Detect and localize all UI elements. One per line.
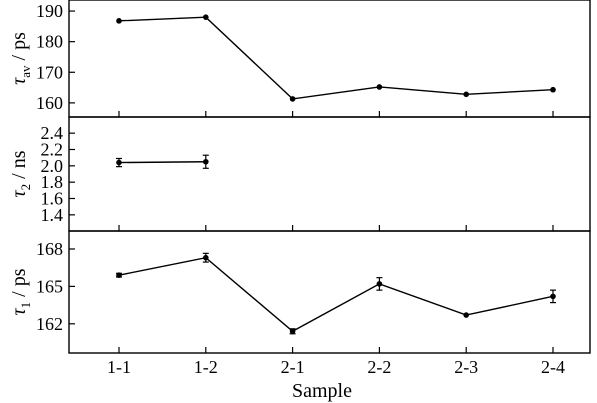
x-tick-label: 1-2 — [194, 357, 218, 377]
panel-frame — [68, 116, 591, 232]
y-tick-label: 1.4 — [41, 205, 64, 225]
y-tick-label: 2.2 — [41, 140, 64, 160]
data-point — [550, 86, 556, 93]
data-point — [203, 14, 209, 20]
x-axis: 1-1 1-2 2-1 2-2 2-3 2-4 — [107, 357, 565, 377]
y-tick-label: 162 — [36, 314, 63, 334]
x-axis-label: Sample — [292, 380, 352, 402]
series-line — [118, 16, 554, 100]
panel-frame — [68, 0, 591, 118]
y-tick-label: 165 — [36, 276, 63, 296]
y-tick-label: 168 — [36, 239, 63, 259]
data-point — [376, 281, 383, 287]
series-line — [118, 161, 206, 164]
y-tick-label: 160 — [36, 93, 63, 113]
data-point — [203, 158, 209, 165]
data-point — [463, 91, 470, 98]
y-tick-label: 1.6 — [41, 189, 64, 209]
data-point — [376, 84, 383, 90]
y-tick-label: 1.8 — [41, 172, 64, 192]
data-point — [203, 254, 209, 261]
data-point — [116, 272, 122, 278]
panel-frame — [68, 230, 591, 354]
y-axis-label: τav / ps — [8, 32, 33, 85]
data-point — [116, 18, 122, 24]
y-tick-label: 2.4 — [41, 123, 64, 143]
data-point — [116, 159, 122, 166]
y-tick-label: 190 — [36, 1, 63, 21]
x-tick-label: 2-4 — [541, 357, 565, 377]
y-tick-label: 2.0 — [41, 156, 64, 176]
data-point — [289, 96, 296, 102]
x-tick-label: 2-1 — [281, 357, 305, 377]
data-point — [463, 312, 470, 318]
x-tick-label: 2-3 — [454, 357, 478, 377]
panel-tau-2: 1.41.61.82.02.22.4 τ2 / ns — [8, 116, 591, 232]
y-axis-label: τ1 / ps — [8, 268, 33, 315]
data-point — [289, 328, 296, 335]
y-tick-label: 170 — [36, 62, 63, 82]
series-line — [118, 256, 554, 333]
data-point — [550, 293, 556, 300]
x-tick-label: 2-2 — [367, 357, 391, 377]
x-tick-label: 1-1 — [107, 357, 131, 377]
y-axis-label: τ2 / ns — [8, 150, 33, 197]
y-tick-label: 180 — [36, 32, 63, 52]
